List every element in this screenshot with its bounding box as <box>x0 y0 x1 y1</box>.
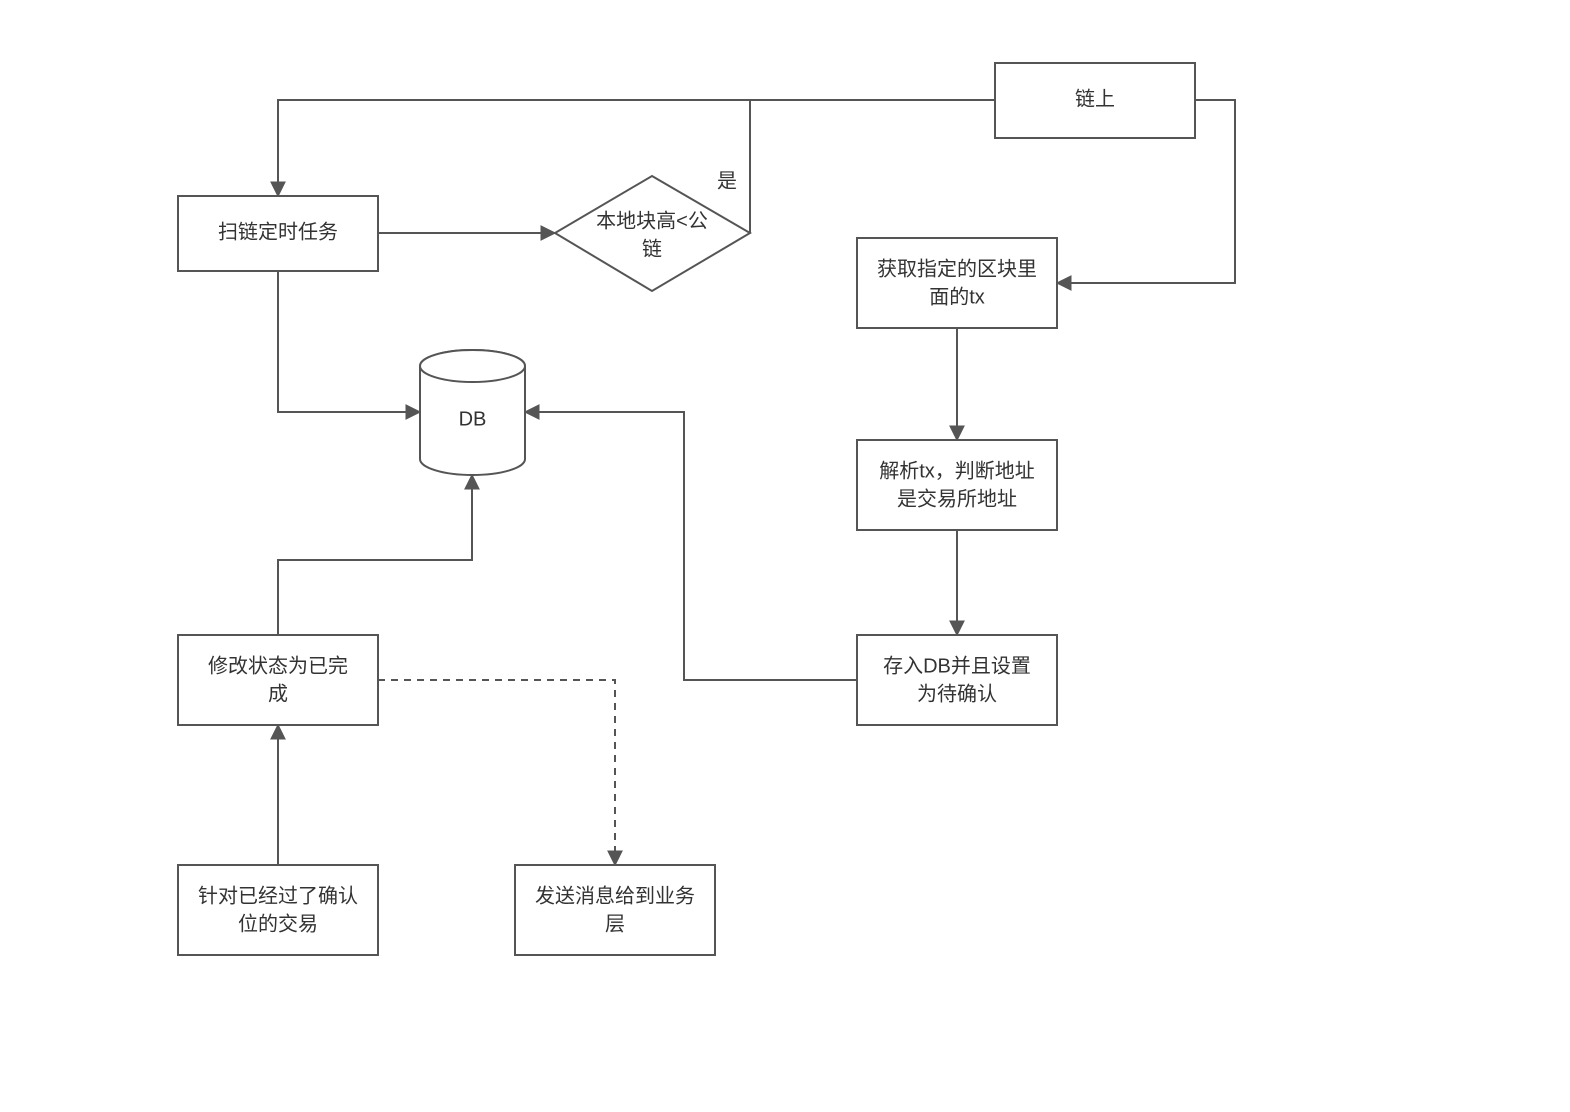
node-confirmed-tx-label1: 针对已经过了确认 <box>198 884 358 907</box>
node-decision: 本地块高<公 链 <box>555 176 750 291</box>
node-onchain: 链上 <box>995 63 1195 138</box>
node-decision-label2: 链 <box>642 237 662 260</box>
node-parse-tx-label1: 解析tx，判断地址 <box>879 459 1035 482</box>
node-set-done-label2: 成 <box>268 682 288 705</box>
node-decision-label1: 本地块高<公 <box>596 209 708 232</box>
node-send-msg-label1: 发送消息给到业务 <box>535 884 695 907</box>
flowchart-canvas: 是 链上 扫链定时任务 本地块高<公 链 <box>0 0 1570 1112</box>
node-scan-task-label: 扫链定时任务 <box>218 220 338 243</box>
node-onchain-label: 链上 <box>1075 87 1115 110</box>
node-set-done: 修改状态为已完 成 <box>178 635 378 725</box>
node-get-tx: 获取指定的区块里 面的tx <box>857 238 1057 328</box>
edge-scan-to-db <box>278 271 420 412</box>
node-get-tx-label2: 面的tx <box>929 285 985 308</box>
node-send-msg-label2: 层 <box>605 913 625 935</box>
node-confirmed-tx: 针对已经过了确认 位的交易 <box>178 865 378 955</box>
edge-decision-to-onchain <box>750 100 995 233</box>
node-save-db-label1: 存入DB并且设置 <box>883 654 1031 677</box>
edge-setdone-to-db <box>278 475 472 635</box>
node-parse-tx-label2: 是交易所地址 <box>897 487 1017 510</box>
node-save-db: 存入DB并且设置 为待确认 <box>857 635 1057 725</box>
node-db-label: DB <box>459 408 487 430</box>
node-set-done-label1: 修改状态为已完 <box>208 654 348 677</box>
edge-label-yes: 是 <box>717 170 737 192</box>
nodes: 链上 扫链定时任务 本地块高<公 链 获取指定的区块里 面的tx DB <box>178 63 1195 955</box>
node-save-db-label2: 为待确认 <box>917 682 997 705</box>
node-send-msg: 发送消息给到业务 层 <box>515 865 715 955</box>
node-db: DB <box>420 350 525 475</box>
edge-onchain-to-scan <box>278 100 995 196</box>
edges: 是 <box>278 100 1235 865</box>
node-get-tx-label1: 获取指定的区块里 <box>877 257 1037 280</box>
node-scan-task: 扫链定时任务 <box>178 196 378 271</box>
node-confirmed-tx-label2: 位的交易 <box>238 912 318 935</box>
edge-setdone-to-sendmsg-dashed <box>378 680 615 865</box>
edge-save-to-db <box>525 412 857 680</box>
node-parse-tx: 解析tx，判断地址 是交易所地址 <box>857 440 1057 530</box>
